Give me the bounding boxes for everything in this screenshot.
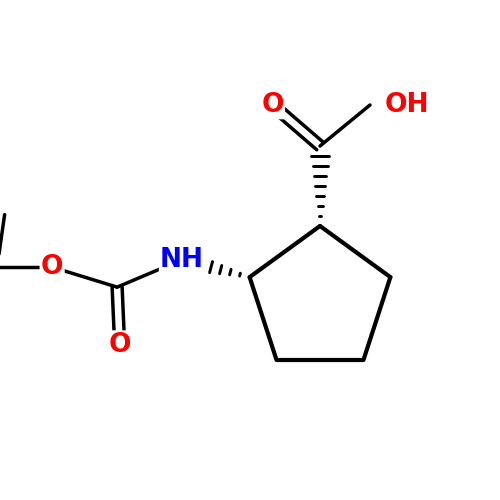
Text: NH: NH [160, 246, 204, 272]
Text: O: O [108, 332, 131, 357]
Text: O: O [261, 92, 284, 118]
Text: O: O [41, 254, 64, 280]
Text: OH: OH [385, 92, 430, 118]
